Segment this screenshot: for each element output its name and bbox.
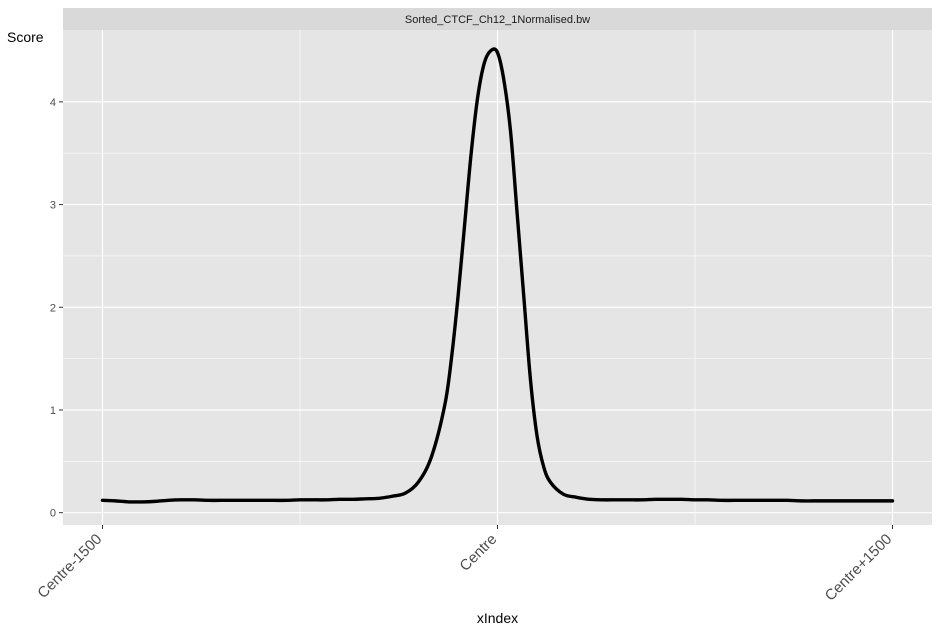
- x-axis: Centre-1500 Centre Centre+1500: [34, 525, 895, 604]
- y-tick-label: 3: [50, 200, 56, 212]
- grid-major: [63, 30, 932, 525]
- y-tick-label: 0: [50, 508, 56, 520]
- x-tick-label: Centre+1500: [822, 531, 896, 605]
- series-line: [100, 47, 895, 504]
- x-tick-label: Centre-1500: [34, 531, 105, 602]
- y-tick-label: 4: [50, 97, 56, 109]
- x-tick-label: Centre: [456, 531, 500, 575]
- y-axis-title: Score: [7, 29, 44, 45]
- x-axis-title: xIndex: [477, 610, 518, 626]
- y-tick-label: 2: [50, 302, 56, 314]
- y-axis: 0 1 2 3 4: [50, 97, 63, 520]
- strip-title: Sorted_CTCF_Ch12_1Normalised.bw: [405, 14, 590, 26]
- strip-background: [63, 8, 932, 30]
- y-tick-label: 1: [50, 405, 56, 417]
